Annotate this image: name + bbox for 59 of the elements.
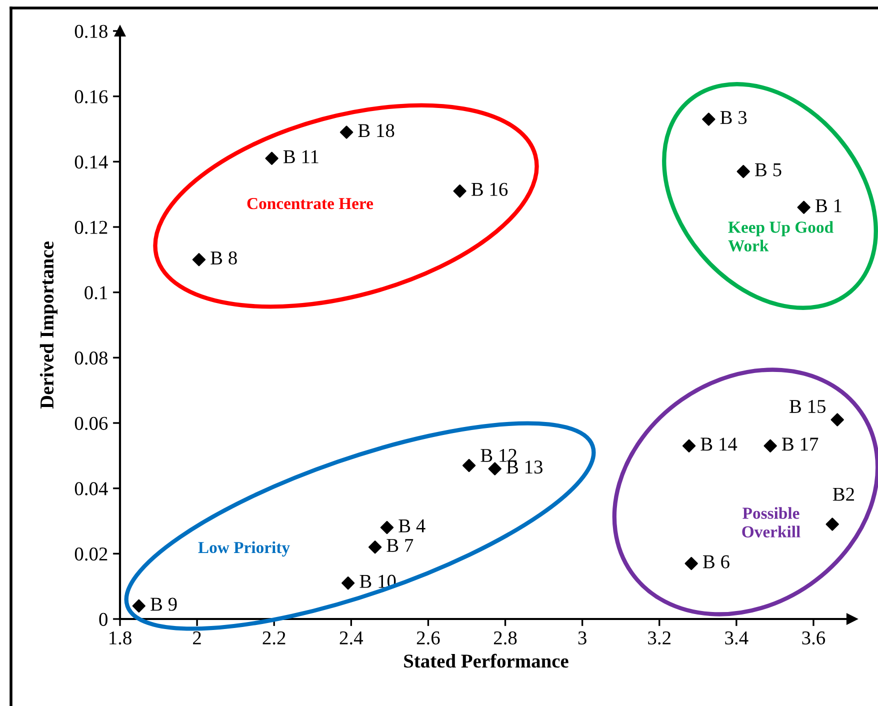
point	[797, 200, 810, 214]
x-tick-label: 2.4	[340, 631, 364, 645]
annotation: Possible Overkill	[742, 507, 800, 538]
x-tick-label: 2	[193, 631, 201, 644]
annotation: B 15	[790, 400, 826, 414]
point	[684, 556, 698, 570]
x-tick-label: 2.8	[494, 631, 517, 645]
annotation: B 3	[720, 111, 747, 124]
y-tick-label: 0.02	[74, 547, 108, 561]
point	[192, 253, 206, 266]
x-tick-label: 3.4	[725, 631, 748, 645]
y-tick-label: 0.1	[84, 286, 108, 300]
annotation: B 17	[782, 438, 818, 451]
y-tick-label: 0.18	[74, 24, 108, 38]
point	[380, 520, 394, 534]
point	[702, 112, 716, 126]
point	[764, 439, 777, 452]
x-tick-label: 3.2	[648, 631, 670, 645]
y-axis-title: Derived Importance	[40, 242, 58, 409]
point	[682, 439, 696, 452]
x-tick-label: 1.8	[110, 631, 132, 645]
x-tick-label: 2.2	[262, 631, 286, 645]
point	[826, 518, 839, 531]
point	[453, 184, 466, 198]
point	[736, 164, 750, 178]
x-tick-label: 2.6	[416, 631, 440, 645]
annotation: B 14	[700, 438, 738, 451]
y-tick-label: 0.04	[74, 482, 108, 496]
y-tick-label: 0.12	[74, 220, 108, 234]
y-tick-label: 0	[99, 612, 108, 626]
annotation: B2	[832, 488, 854, 501]
annotation: B 16	[471, 182, 508, 196]
annotation: B 18	[358, 124, 394, 138]
point	[132, 599, 146, 613]
x-axis-title: Stated Performance	[404, 654, 568, 668]
annotation: B 4	[398, 519, 426, 532]
annotation: B 5	[755, 163, 782, 176]
annotation: Keep Up Good Work	[728, 221, 834, 252]
annotation: Concentrate Here	[247, 198, 374, 210]
y-tick-label: 0.06	[74, 416, 108, 430]
x-tick-label: 3	[578, 631, 586, 644]
annotation: Low Priority	[198, 541, 290, 557]
y-tick-label: 0.14	[74, 155, 108, 169]
point	[265, 152, 278, 165]
annotation: B 7	[386, 539, 414, 552]
y-tick-label: 0.08	[74, 351, 108, 365]
y-tick-label: 0.16	[74, 90, 108, 104]
point	[341, 576, 355, 590]
annotation: B 1	[816, 199, 842, 212]
point	[368, 540, 382, 554]
annotation: B 8	[210, 251, 237, 265]
point	[340, 126, 354, 139]
point	[462, 458, 476, 472]
point	[488, 462, 502, 476]
x-tick-label: 3.6	[802, 631, 826, 645]
annotation: B 11	[283, 150, 318, 164]
annotation: B 9	[150, 598, 177, 611]
annotation: B 6	[703, 555, 730, 568]
point	[830, 413, 844, 426]
